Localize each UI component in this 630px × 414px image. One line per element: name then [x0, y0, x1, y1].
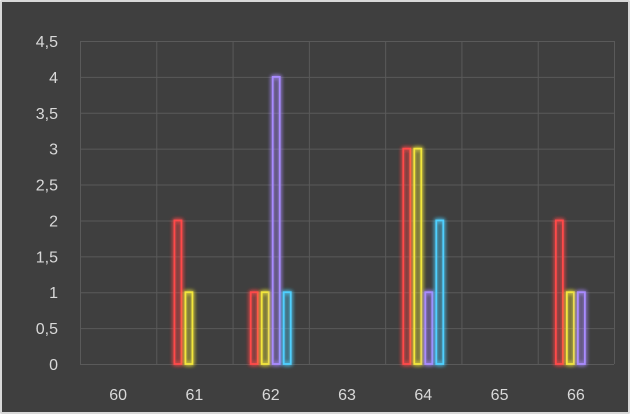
x-tick-label: 64	[414, 387, 432, 404]
bar	[249, 291, 259, 365]
x-tick-label: 61	[186, 387, 204, 404]
bar	[413, 147, 423, 365]
x-tick-label: 62	[262, 387, 280, 404]
bar	[424, 291, 434, 365]
y-tick-label: 1,5	[36, 249, 58, 266]
bar	[271, 75, 281, 365]
bar	[565, 291, 575, 365]
x-tick-label: 66	[567, 387, 585, 404]
y-tick-label: 0	[49, 357, 58, 374]
x-tick-label: 60	[109, 387, 127, 404]
y-tick-label: 0,5	[36, 321, 58, 338]
bar	[184, 291, 194, 365]
bar	[435, 219, 445, 365]
gridlines	[80, 41, 615, 365]
y-tick-label: 4,5	[36, 34, 58, 51]
y-tick-label: 3	[49, 142, 58, 159]
bar	[554, 219, 564, 365]
y-tick-label: 4	[49, 70, 58, 87]
bar	[260, 291, 270, 365]
y-axis-tick-labels: 0 0,5 1 1,5 2 2,5 3 3,5 4 4,5	[36, 34, 58, 374]
x-axis-tick-labels: 60 61 62 63 64 65 66	[109, 387, 585, 404]
bar	[282, 291, 292, 365]
x-tick-label: 65	[491, 387, 509, 404]
x-tick-label: 63	[338, 387, 356, 404]
y-tick-label: 1	[49, 285, 58, 302]
y-tick-label: 2	[49, 213, 58, 230]
y-tick-label: 3,5	[36, 106, 58, 123]
bars	[173, 75, 586, 365]
bar	[402, 147, 412, 365]
y-tick-label: 2,5	[36, 178, 58, 195]
bar	[173, 219, 183, 365]
bar	[576, 291, 586, 365]
